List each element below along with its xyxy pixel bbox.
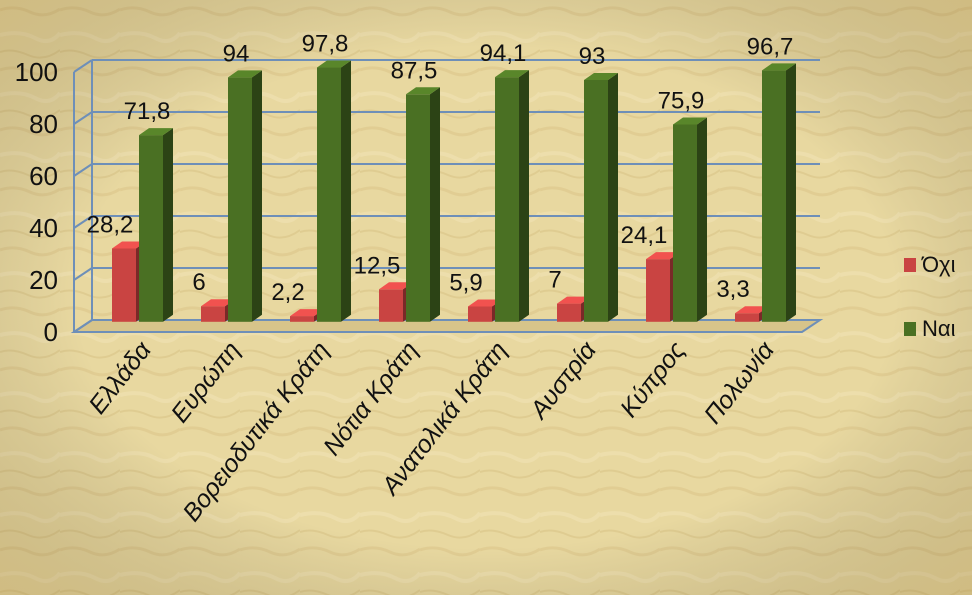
bar-nai (139, 128, 173, 322)
data-label: 6 (192, 269, 205, 296)
bar-front (735, 313, 759, 322)
data-label: 96,7 (747, 33, 794, 60)
bar-front (228, 77, 252, 322)
bar-top (646, 252, 680, 260)
bar-side (341, 60, 351, 322)
y-tick-label: 80 (29, 109, 58, 139)
data-label: 71,8 (124, 98, 171, 125)
bar-oxi (468, 299, 502, 322)
data-label: 75,9 (658, 87, 705, 114)
bar-nai (495, 70, 529, 322)
bar-nai (673, 117, 707, 322)
bar-nai (228, 70, 262, 322)
data-label: 94 (223, 40, 250, 67)
legend-swatch-oxi (904, 258, 916, 272)
chart-floor (70, 319, 824, 333)
y-tick-label: 100 (15, 57, 58, 87)
gridline-side (73, 163, 93, 177)
bar-nai (317, 60, 351, 322)
gridline-side (73, 59, 93, 73)
data-label: 5,9 (449, 269, 482, 296)
bars (112, 60, 796, 322)
data-label: 87,5 (391, 57, 438, 84)
y-axis: 0 20 40 60 80 100 (15, 57, 75, 347)
bar-side (252, 70, 262, 322)
bar-front (290, 316, 314, 322)
data-label: 93 (579, 43, 606, 70)
data-label: 28,2 (87, 211, 134, 238)
bar-front (646, 259, 670, 322)
y-tick-label: 20 (29, 265, 58, 295)
y-tick-label: 0 (44, 317, 58, 347)
data-label: 2,2 (271, 279, 304, 306)
bar-front (468, 306, 492, 322)
bar-front (139, 135, 163, 322)
legend-label-nai: Ναι (922, 316, 956, 341)
bar-top (557, 296, 591, 304)
bar-top (201, 299, 235, 307)
bar-top (317, 60, 351, 68)
legend-label-oxi: Όχι (921, 252, 956, 277)
bar-top (735, 306, 769, 314)
bar-top (139, 128, 173, 136)
bar-front (379, 289, 403, 322)
bar-front (557, 303, 581, 322)
bar-side (697, 117, 707, 322)
bar-front (673, 124, 697, 322)
bar-top (290, 309, 324, 317)
gridline-side (73, 267, 93, 281)
bar-top (495, 70, 529, 78)
bar-side (430, 87, 440, 322)
y-tick-label: 40 (29, 213, 58, 243)
bar-top (379, 282, 413, 290)
data-label: 3,3 (716, 276, 749, 303)
bar-front (406, 94, 430, 322)
bar-top (468, 299, 502, 307)
data-label: 7 (548, 267, 561, 294)
bar-nai (406, 87, 440, 322)
y-tick-label: 60 (29, 161, 58, 191)
bar-side (163, 128, 173, 322)
bar-side (519, 70, 529, 322)
data-label: 24,1 (621, 222, 668, 249)
legend: Όχι Ναι (904, 252, 956, 341)
bar-nai (584, 73, 618, 322)
legend-swatch-nai (904, 322, 916, 336)
data-label: 97,8 (302, 31, 349, 58)
gridline-side (73, 319, 93, 333)
bar-top (406, 87, 440, 95)
gridline-side (73, 111, 93, 125)
bar-side (786, 63, 796, 322)
data-label: 94,1 (480, 40, 527, 67)
bar-front (762, 70, 786, 322)
bar-top (673, 117, 707, 125)
bar-side (608, 73, 618, 322)
bar-top (112, 241, 146, 249)
bar-top (584, 73, 618, 80)
gridline-side (73, 215, 93, 229)
bar-front (495, 77, 519, 322)
data-label: 12,5 (354, 252, 401, 279)
bar-front (584, 80, 608, 322)
bar-nai (762, 63, 796, 322)
bar-front (112, 248, 136, 322)
bar-front (201, 306, 225, 322)
bar-top (762, 63, 796, 71)
data-labels: 28,2 71,8 6 94 2,2 97,8 12,5 87,5 5,9 94,1 7 93 24,1… (87, 31, 794, 307)
bar-top (228, 70, 262, 78)
bar-front (317, 67, 341, 322)
